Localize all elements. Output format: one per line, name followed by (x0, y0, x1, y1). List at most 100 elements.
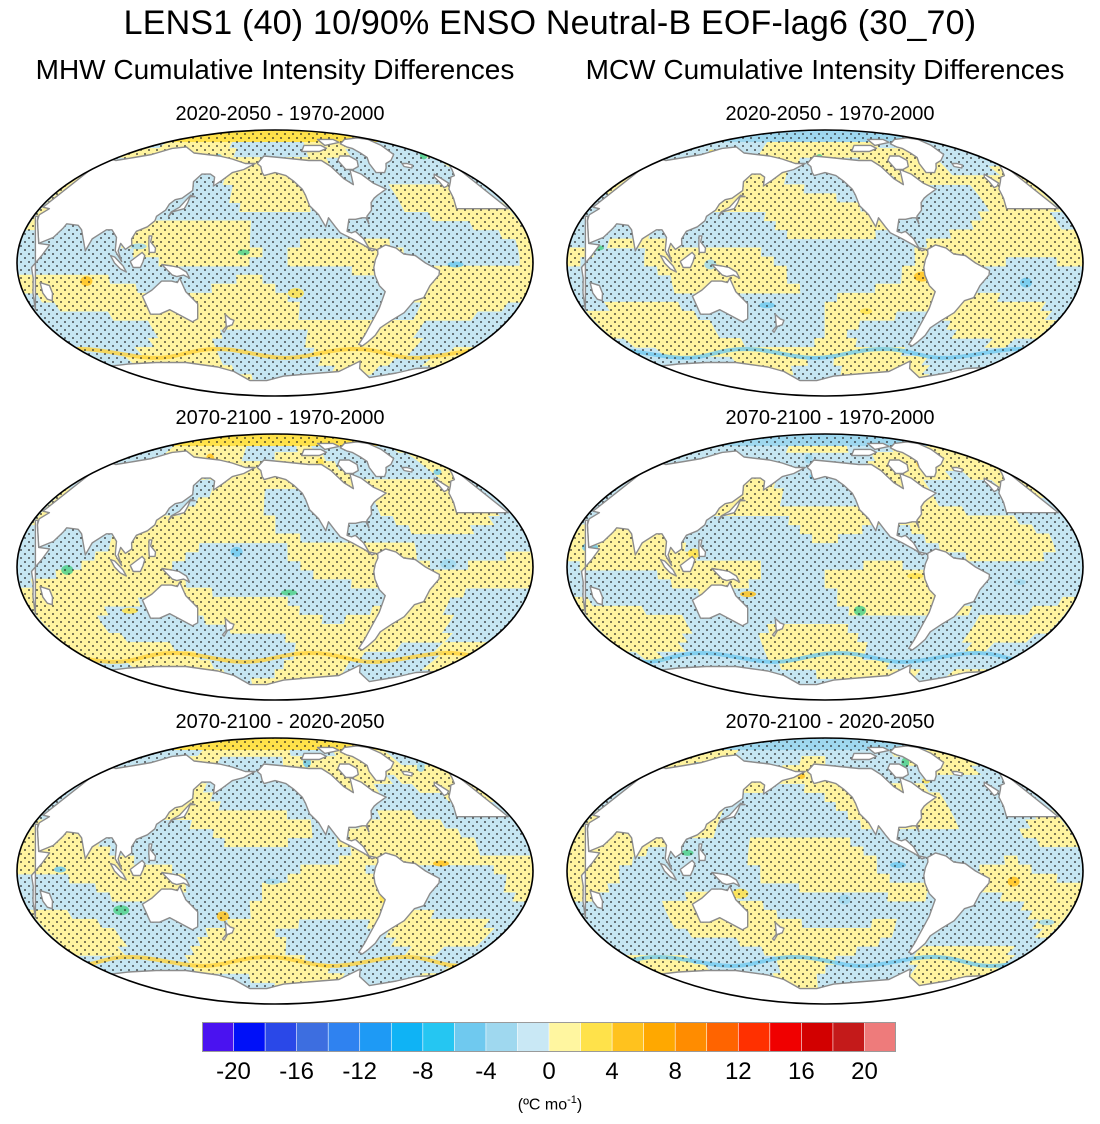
land-madagascar (39, 889, 54, 910)
land-uk (433, 173, 450, 189)
land-madagascar (39, 281, 54, 302)
colorbar-swatch (390, 1022, 424, 1052)
land-africa (30, 215, 51, 311)
land-eurasia (36, 754, 256, 871)
land-sumatra (659, 254, 677, 273)
land-africa (580, 215, 601, 311)
colorbar-swatch (202, 1022, 235, 1052)
colorbar-swatch (454, 1022, 487, 1052)
land-iceland (951, 770, 964, 777)
colorbar-swatch (233, 1022, 266, 1052)
panel-title-mhw-1: 2020-2050 - 1970-2000 (175, 103, 385, 125)
colorbar-swatch (832, 1022, 866, 1052)
land-europe (443, 156, 509, 210)
colorbar-tick-label: 20 (851, 1058, 878, 1085)
land-uk (433, 781, 450, 797)
colorbar-swatch (769, 1022, 803, 1052)
land-philippines (148, 843, 157, 862)
land-baffin (337, 155, 359, 171)
land-greenland (339, 137, 395, 174)
land-iceland (401, 770, 414, 777)
land-newGuinea (161, 567, 191, 583)
land-newGuinea (161, 871, 191, 887)
land-sumatra (659, 558, 677, 577)
land-northAmerica (806, 459, 937, 556)
land-borneo (679, 251, 696, 269)
colorbar-swatch (264, 1022, 298, 1052)
land-iceland (951, 162, 964, 169)
colorbar-swatch (611, 1022, 645, 1052)
colorbar-swatch (327, 1022, 361, 1052)
land-nz (221, 313, 235, 333)
land-sumatra (109, 558, 127, 577)
colorbar-tick-label: -8 (412, 1058, 434, 1085)
panel-title-mcw-2: 2070-2100 - 1970-2000 (725, 407, 935, 429)
colorbar-tick-label: 4 (605, 1058, 619, 1085)
colorbar-swatch (485, 1022, 519, 1052)
land-arctic2 (866, 746, 890, 755)
colorbar-tick-labels: -20 -16 -12 -8 -4 0 4 8 12 16 20 (0, 1058, 1100, 1088)
map-panel-mcw-3 (566, 737, 1084, 1005)
land-africa (580, 519, 601, 615)
land-arctic2 (866, 442, 890, 451)
land-baffin (337, 459, 359, 475)
map-border (566, 129, 1084, 397)
land-madagascar (39, 585, 54, 606)
land-baffin (887, 155, 909, 171)
land-eurasia (586, 450, 806, 567)
land-iceland (951, 466, 964, 473)
land-nz (771, 921, 785, 941)
mhw-column-title: MHW Cumulative Intensity Differences (35, 54, 515, 85)
land-arctic1 (850, 144, 878, 153)
colorbar-tick-label: 16 (788, 1058, 815, 1085)
land-australia (691, 581, 749, 627)
land-europe (993, 460, 1059, 514)
map-border (16, 737, 534, 1005)
land-northAmerica (256, 155, 387, 252)
land-arctic1 (300, 144, 328, 153)
map-border (566, 737, 1084, 1005)
land-africa (30, 823, 51, 919)
land-uk (983, 477, 1000, 493)
land-eurasia (586, 754, 806, 871)
land-arctic1 (850, 752, 878, 761)
land-northAmerica (806, 763, 937, 860)
land-arctic1 (300, 752, 328, 761)
map-panel-mcw-2 (566, 433, 1084, 701)
land-newGuinea (711, 871, 741, 887)
land-greenland (339, 745, 395, 782)
land-greenland (889, 441, 945, 478)
land-newGuinea (161, 263, 191, 279)
map-border (16, 433, 534, 701)
land-japan (717, 802, 746, 825)
figure-title: LENS1 (40) 10/90% ENSO Neutral-B EOF-lag… (123, 4, 977, 42)
land-borneo (129, 555, 146, 573)
land-philippines (698, 843, 707, 862)
land-newGuinea (711, 263, 741, 279)
panel-title-mhw-2: 2070-2100 - 1970-2000 (175, 407, 385, 429)
land-australia (141, 581, 199, 627)
land-arctic1 (300, 448, 328, 457)
colorbar-swatch (737, 1022, 771, 1052)
land-nz (221, 617, 235, 637)
land-arctic2 (316, 442, 340, 451)
land-australia (691, 277, 749, 323)
map-panel-mhw-2 (16, 433, 534, 701)
land-arctic2 (866, 138, 890, 147)
land-nz (221, 921, 235, 941)
colorbar-swatch (580, 1022, 613, 1052)
land-borneo (129, 251, 146, 269)
land-europe (993, 156, 1059, 210)
panel-title-mhw-3: 2070-2100 - 2020-2050 (175, 711, 385, 733)
land-baffin (887, 763, 909, 779)
land-borneo (679, 859, 696, 877)
land-philippines (698, 539, 707, 558)
map-panel-mhw-1 (16, 129, 534, 397)
land-japan (167, 194, 196, 217)
land-greenland (339, 441, 395, 478)
colorbar-swatch (517, 1022, 550, 1052)
land-iceland (401, 466, 414, 473)
land-europe (993, 764, 1059, 818)
colorbar-tick-label: -20 (216, 1058, 251, 1085)
land-sumatra (659, 862, 677, 881)
